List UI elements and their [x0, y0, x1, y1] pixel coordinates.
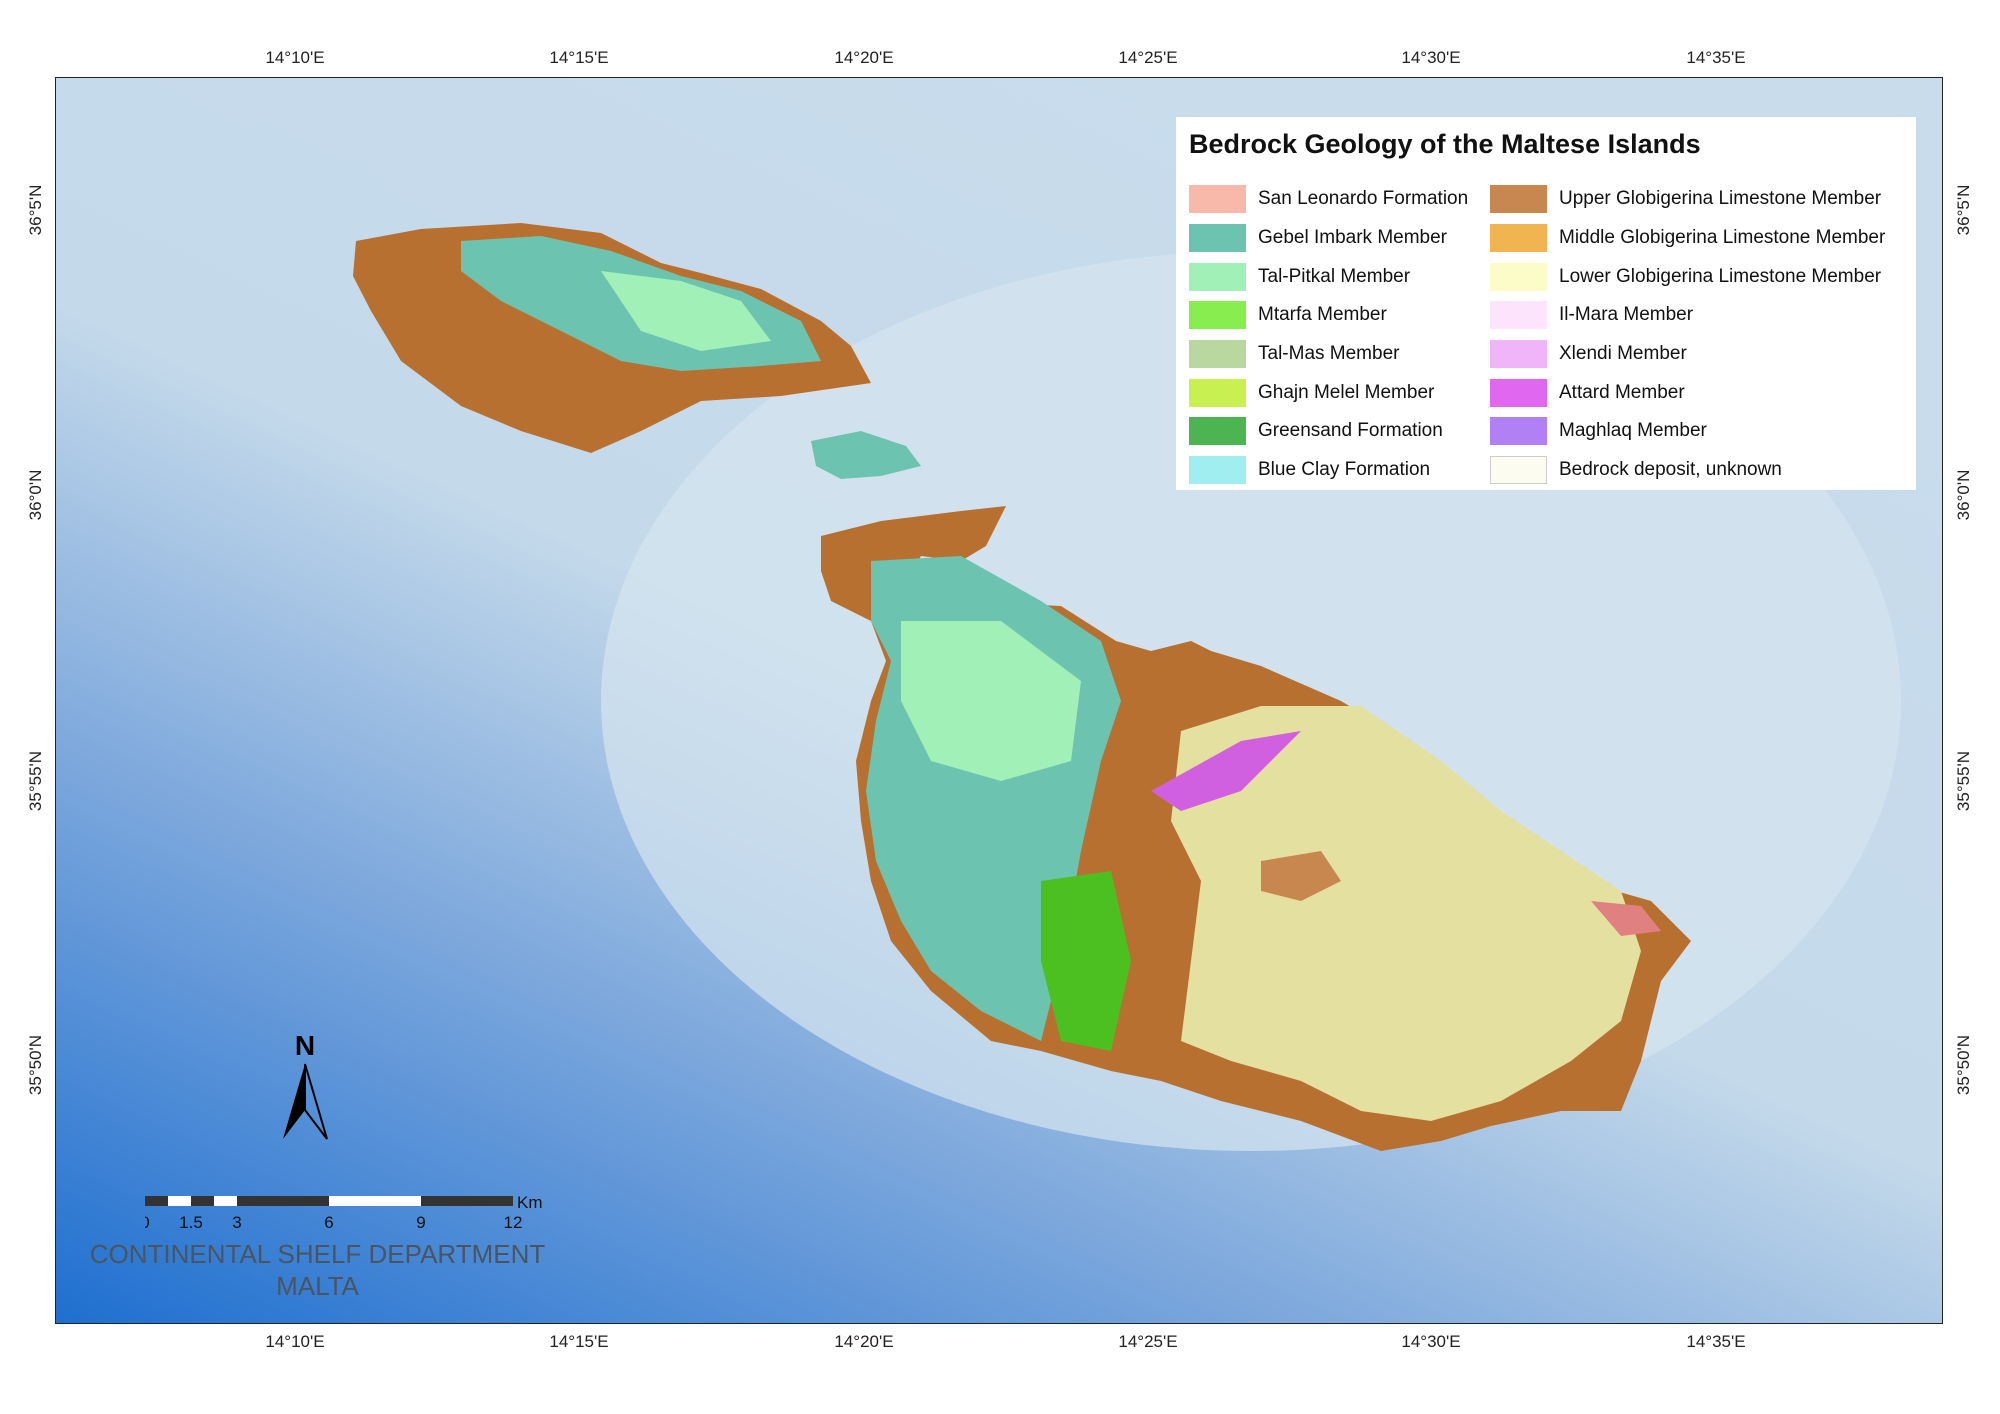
- scale-tick: 12: [504, 1213, 523, 1232]
- scale-tick: 9: [416, 1213, 425, 1232]
- legend-column-left: San Leonardo Formation Gebel Imbark Membe…: [1189, 180, 1468, 490]
- scale-tick: 0: [145, 1213, 150, 1232]
- latitude-label-left: 35°55'N: [26, 750, 45, 812]
- latitude-label-right: 35°50'N: [1954, 1034, 1973, 1096]
- longitude-label-top: 14°15'E: [549, 48, 609, 67]
- longitude-label-top: 14°25'E: [1118, 48, 1178, 67]
- legend-item: Tal-Pitkal Member: [1189, 257, 1468, 296]
- scale-tick: 6: [324, 1213, 333, 1232]
- north-arrow-icon: [283, 1063, 328, 1140]
- legend-label: Il-Mara Member: [1559, 304, 1694, 326]
- legend-swatch: [1490, 301, 1547, 330]
- legend-label: Ghajn Melel Member: [1258, 381, 1435, 403]
- longitude-label-bottom: 14°25'E: [1118, 1332, 1178, 1351]
- legend-swatch: [1189, 301, 1246, 330]
- legend-item: Maghlaq Member: [1490, 412, 1885, 451]
- legend-item: Tal-Mas Member: [1189, 335, 1468, 374]
- longitude-label-top: 14°30'E: [1401, 48, 1461, 67]
- legend-label: Xlendi Member: [1559, 343, 1687, 365]
- legend-item: Lower Globigerina Limestone Member: [1490, 257, 1885, 296]
- legend-swatch: [1189, 378, 1246, 407]
- longitude-label-top: 14°35'E: [1686, 48, 1746, 67]
- legend-label: Gebel Imbark Member: [1258, 227, 1448, 249]
- malta-island: [821, 506, 1691, 1151]
- legend-item: Ghajn Melel Member: [1189, 373, 1468, 412]
- credit-line-1: CONTINENTAL SHELF DEPARTMENT: [89, 1239, 546, 1269]
- longitude-label-bottom: 14°15'E: [549, 1332, 609, 1351]
- legend-item: Blue Clay Formation: [1189, 451, 1468, 490]
- legend-item: Bedrock deposit, unknown: [1490, 451, 1885, 490]
- legend-item: Gebel Imbark Member: [1189, 219, 1468, 258]
- longitude-label-bottom: 14°30'E: [1401, 1332, 1461, 1351]
- longitude-label-top: 14°10'E: [265, 48, 325, 67]
- legend-column-right: Upper Globigerina Limestone Member Middle…: [1490, 180, 1885, 490]
- north-arrow: N: [280, 1030, 330, 1147]
- legend-swatch: [1490, 262, 1547, 291]
- latitude-label-left: 36°5'N: [26, 184, 45, 236]
- scale-bar-graphic: Km 0 1.5 3 6 9 12: [140, 1193, 543, 1232]
- longitude-label-bottom: 14°35'E: [1686, 1332, 1746, 1351]
- scale-unit: Km: [517, 1196, 543, 1212]
- legend-label: San Leonardo Formation: [1258, 188, 1469, 210]
- latitude-label-right: 35°55'N: [1954, 750, 1973, 812]
- legend-item: Upper Globigerina Limestone Member: [1490, 180, 1885, 219]
- legend-label: Maghlaq Member: [1559, 420, 1707, 442]
- legend-label: Middle Globigerina Limestone Member: [1559, 227, 1886, 249]
- legend-label: Lower Globigerina Limestone Member: [1559, 265, 1882, 287]
- credit-line-2: MALTA: [276, 1271, 359, 1301]
- legend-swatch: [1189, 456, 1246, 485]
- legend-item: Mtarfa Member: [1189, 296, 1468, 335]
- scale-tick: 3: [232, 1213, 241, 1232]
- gozo-island: [353, 223, 871, 453]
- legend-swatch: [1490, 456, 1547, 485]
- legend-swatch: [1490, 417, 1547, 446]
- legend-label: Blue Clay Formation: [1258, 459, 1431, 481]
- legend-swatch: [1189, 340, 1246, 369]
- legend-item: Middle Globigerina Limestone Member: [1490, 219, 1885, 258]
- legend-swatch: [1189, 185, 1246, 214]
- latitude-label-left: 36°0'N: [26, 469, 45, 521]
- legend-label: Attard Member: [1559, 381, 1685, 403]
- legend-swatch: [1490, 340, 1547, 369]
- legend-swatch: [1189, 417, 1246, 446]
- latitude-label-left: 35°50'N: [26, 1034, 45, 1096]
- legend-item: Attard Member: [1490, 373, 1885, 412]
- comino-island: [811, 431, 921, 479]
- legend-label: Mtarfa Member: [1258, 304, 1387, 326]
- legend-label: Tal-Pitkal Member: [1258, 265, 1411, 287]
- legend-swatch: [1189, 224, 1246, 253]
- legend-label: Bedrock deposit, unknown: [1559, 459, 1782, 481]
- legend-title: Bedrock Geology of the Maltese Islands: [1189, 129, 1701, 159]
- legend-label: Greensand Formation: [1258, 420, 1443, 442]
- latitude-label-right: 36°0'N: [1954, 469, 1973, 521]
- longitude-label-top: 14°20'E: [834, 48, 894, 67]
- scale-tick: 1.5: [179, 1213, 203, 1232]
- longitude-label-bottom: 14°10'E: [265, 1332, 325, 1351]
- legend-swatch: [1490, 185, 1547, 214]
- legend-item: Xlendi Member: [1490, 335, 1885, 374]
- credit-text: CONTINENTAL SHELF DEPARTMENT MALTA: [85, 1238, 550, 1302]
- scale-bar: Km 0 1.5 3 6 9 12: [140, 1193, 565, 1261]
- legend-swatch: [1189, 262, 1246, 291]
- legend-item: Il-Mara Member: [1490, 296, 1885, 335]
- legend-item: Greensand Formation: [1189, 412, 1468, 451]
- legend-label: Tal-Mas Member: [1258, 343, 1400, 365]
- legend-label: Upper Globigerina Limestone Member: [1559, 188, 1882, 210]
- legend-swatch: [1490, 378, 1547, 407]
- longitude-label-bottom: 14°20'E: [834, 1332, 894, 1351]
- north-label: N: [294, 1030, 316, 1061]
- legend-item: San Leonardo Formation: [1189, 180, 1468, 219]
- legend-swatch: [1490, 224, 1547, 253]
- latitude-label-right: 36°5'N: [1954, 184, 1973, 236]
- map-legend: Bedrock Geology of the Maltese Islands S…: [1176, 117, 1916, 490]
